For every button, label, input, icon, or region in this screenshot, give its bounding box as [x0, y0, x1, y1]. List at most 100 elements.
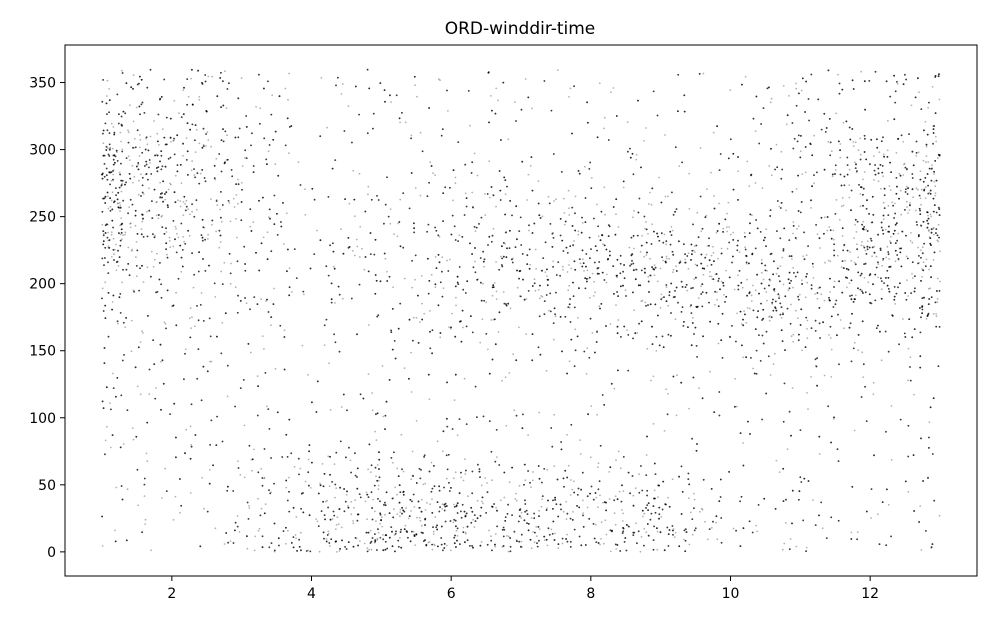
- data-point: [148, 187, 150, 190]
- data-point: [660, 201, 663, 204]
- data-point: [304, 480, 307, 483]
- data-point: [283, 336, 286, 338]
- data-point: [299, 467, 302, 470]
- data-point: [928, 447, 930, 449]
- data-point: [900, 213, 903, 216]
- data-point: [273, 550, 276, 553]
- data-point: [568, 284, 571, 287]
- data-point: [141, 214, 144, 216]
- data-point: [520, 517, 523, 519]
- data-point: [487, 348, 489, 351]
- data-point: [283, 329, 286, 332]
- data-point: [582, 512, 584, 514]
- data-point: [125, 82, 128, 85]
- data-point: [277, 537, 280, 540]
- data-point: [371, 392, 374, 394]
- data-point: [626, 329, 628, 331]
- data-point: [179, 200, 182, 202]
- data-point: [374, 430, 377, 433]
- data-point: [482, 260, 485, 263]
- data-point: [267, 150, 270, 153]
- data-point: [872, 393, 875, 396]
- data-point: [729, 89, 732, 91]
- data-point: [498, 311, 501, 314]
- data-point: [490, 95, 492, 97]
- data-point: [744, 313, 746, 316]
- data-point: [935, 315, 938, 318]
- data-point: [683, 538, 685, 541]
- data-point: [304, 188, 306, 191]
- data-point: [754, 289, 757, 292]
- data-point: [615, 115, 618, 117]
- data-point: [652, 375, 655, 378]
- data-point: [379, 522, 381, 525]
- data-point: [900, 189, 902, 192]
- data-point: [584, 277, 587, 280]
- data-point: [260, 507, 263, 510]
- data-point: [678, 165, 681, 168]
- data-point: [464, 458, 466, 460]
- data-point: [444, 505, 447, 508]
- data-point: [885, 277, 887, 279]
- data-point: [702, 72, 705, 75]
- data-point: [862, 220, 865, 223]
- data-point: [927, 222, 930, 225]
- data-point: [641, 299, 644, 302]
- data-point: [643, 527, 646, 530]
- data-point: [791, 387, 794, 389]
- data-point: [774, 508, 777, 510]
- data-point: [692, 249, 695, 252]
- data-point: [374, 540, 377, 543]
- data-point: [909, 240, 912, 242]
- data-point: [367, 193, 369, 196]
- data-point: [453, 399, 456, 401]
- data-point: [120, 190, 123, 193]
- data-point: [769, 374, 772, 376]
- data-point: [543, 539, 546, 541]
- data-point: [434, 174, 436, 177]
- data-point: [179, 205, 182, 208]
- data-point: [116, 202, 119, 205]
- data-point: [345, 456, 347, 459]
- data-point: [698, 73, 701, 75]
- data-point: [758, 292, 760, 295]
- data-point: [502, 255, 505, 258]
- data-point: [266, 258, 269, 261]
- data-point: [783, 542, 786, 545]
- data-point: [718, 500, 721, 503]
- data-point: [937, 75, 940, 78]
- data-point: [104, 232, 107, 234]
- data-point: [579, 453, 582, 455]
- data-point: [932, 312, 935, 315]
- data-point: [176, 134, 179, 137]
- data-point: [356, 467, 359, 470]
- data-point: [635, 522, 637, 525]
- data-point: [924, 120, 927, 123]
- data-point: [801, 173, 804, 176]
- data-point: [901, 230, 904, 233]
- data-point: [737, 156, 739, 158]
- data-point: [684, 550, 687, 552]
- data-point: [780, 316, 783, 319]
- data-point: [366, 493, 369, 496]
- data-point: [210, 145, 213, 148]
- data-point: [252, 171, 255, 174]
- data-point: [364, 256, 367, 258]
- data-point: [524, 479, 527, 482]
- data-point: [568, 207, 570, 210]
- data-point: [926, 315, 929, 317]
- data-point: [255, 251, 257, 254]
- data-point: [102, 233, 105, 235]
- data-point: [160, 408, 162, 411]
- data-point: [169, 182, 171, 185]
- data-point: [617, 319, 620, 321]
- data-point: [154, 234, 156, 237]
- data-point: [392, 497, 395, 500]
- data-point: [854, 218, 857, 221]
- data-point: [875, 255, 878, 258]
- data-point: [438, 261, 441, 264]
- data-point: [454, 182, 457, 185]
- data-point: [187, 95, 190, 98]
- data-point: [726, 212, 728, 215]
- data-point: [499, 255, 502, 258]
